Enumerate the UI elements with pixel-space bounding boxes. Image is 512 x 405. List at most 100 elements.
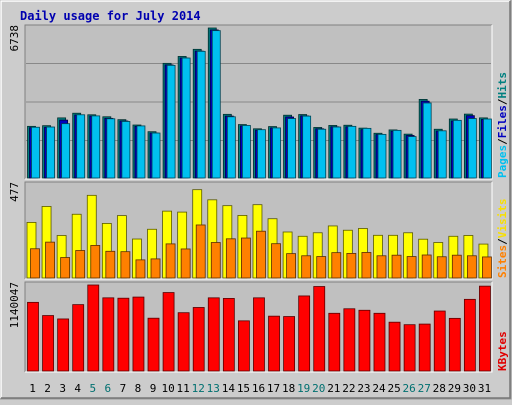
bar-kbytes-day-13 <box>207 297 220 372</box>
x-tick-label-day-17: 17 <box>267 382 280 395</box>
x-tick-label-day-19: 19 <box>297 382 310 395</box>
bar-pages-day-22 <box>347 125 357 179</box>
x-tick-label-day-26: 26 <box>403 382 416 395</box>
bars-visits <box>26 189 492 279</box>
bar-kbytes-day-8 <box>132 296 145 372</box>
bar-pages-day-23 <box>362 127 372 179</box>
legend-entry: Pages <box>496 145 509 178</box>
panel-border-shadow <box>24 24 492 179</box>
chart-title: Daily usage for July 2014 <box>20 9 201 23</box>
bar-sites-day-20 <box>316 256 327 279</box>
bar-kbytes-day-24 <box>373 312 386 372</box>
x-tick-label-day-6: 6 <box>105 382 112 395</box>
x-tick-label-day-12: 12 <box>192 382 205 395</box>
x-tick-label-day-28: 28 <box>433 382 446 395</box>
bar-pages-day-18 <box>287 118 297 179</box>
bar-kbytes-day-27 <box>418 323 431 372</box>
legend-entry: Files <box>496 105 509 138</box>
x-tick-label-day-5: 5 <box>89 382 96 395</box>
bar-sites-day-1 <box>30 248 40 279</box>
legend-hits: Pages/Files/Hits <box>496 72 509 178</box>
bar-kbytes-day-18 <box>283 316 296 372</box>
bar-kbytes-day-26 <box>403 324 416 372</box>
x-tick-label-day-18: 18 <box>282 382 295 395</box>
bar-pages-day-30 <box>467 118 477 179</box>
bar-pages-day-16 <box>257 129 266 179</box>
legend-separator: / <box>496 238 509 245</box>
bar-kbytes-day-19 <box>298 295 311 372</box>
bar-pages-day-31 <box>483 118 492 179</box>
bar-sites-day-28 <box>436 256 447 279</box>
bar-pages-day-3 <box>61 123 71 179</box>
x-tick-label-day-14: 14 <box>222 382 236 395</box>
panel-kbytes: 1140047 KBytes <box>8 281 509 373</box>
x-tick-label-day-20: 20 <box>312 382 325 395</box>
bar-kbytes-day-20 <box>313 286 326 372</box>
bar-sites-day-17 <box>271 243 281 279</box>
legend-entry: Hits <box>496 72 509 99</box>
bar-sites-day-22 <box>346 253 357 279</box>
x-tick-label-day-11: 11 <box>177 382 190 395</box>
bar-sites-day-25 <box>391 254 402 279</box>
bar-kbytes-day-2 <box>42 315 54 372</box>
bar-kbytes-day-23 <box>358 309 371 372</box>
bar-kbytes-day-29 <box>448 317 461 372</box>
x-tick-label-day-23: 23 <box>357 382 370 395</box>
panel-border-highlight <box>25 25 493 180</box>
bar-sites-day-8 <box>135 259 146 279</box>
bar-sites-day-18 <box>286 253 297 279</box>
x-tick-label-day-30: 30 <box>463 382 476 395</box>
bar-pages-day-15 <box>241 125 251 179</box>
bar-kbytes-day-4 <box>72 304 85 372</box>
legend-visits: Sites/Visits <box>496 199 509 279</box>
bar-sites-day-16 <box>256 230 266 279</box>
x-tick-label-day-4: 4 <box>74 382 81 395</box>
bar-pages-day-29 <box>452 119 462 179</box>
panel-border-shadow <box>24 281 492 372</box>
panel-border-highlight <box>25 282 493 373</box>
bar-kbytes-day-15 <box>237 320 250 372</box>
bar-kbytes-day-11 <box>177 312 190 372</box>
x-tick-label-day-29: 29 <box>448 382 461 395</box>
frame-shadow <box>1 1 511 399</box>
x-tick-label-day-13: 13 <box>207 382 220 395</box>
bar-pages-day-11 <box>181 57 191 179</box>
bar-pages-day-10 <box>166 64 176 179</box>
bar-pages-day-20 <box>317 128 327 179</box>
bar-kbytes-day-9 <box>147 317 160 372</box>
bar-pages-day-6 <box>106 118 116 179</box>
legend-entry: Visits <box>496 199 509 239</box>
bar-sites-day-15 <box>240 237 251 279</box>
x-tick-label-day-3: 3 <box>59 382 66 395</box>
bar-pages-day-26 <box>407 136 417 179</box>
bar-sites-day-29 <box>451 254 462 279</box>
bar-kbytes-day-12 <box>192 307 205 372</box>
bar-sites-day-24 <box>376 255 387 279</box>
legend-kbytes: KBytes <box>496 331 509 371</box>
chart-panels: 6738Pages/Files/Hits477Sites/Visits11400… <box>8 24 509 373</box>
bar-pages-day-8 <box>136 125 146 179</box>
bar-pages-day-2 <box>46 126 55 179</box>
bar-kbytes-day-31 <box>479 285 491 372</box>
bar-sites-day-27 <box>421 254 432 279</box>
bar-pages-day-5 <box>91 115 101 179</box>
x-axis: 1 2 3 4 5 6 7 8 9 10 11 12 13 14 15 16 17 18 19 20 21 22 23 24 2… <box>29 382 491 395</box>
bar-kbytes-day-10 <box>162 292 175 372</box>
bar-sites-day-9 <box>150 258 161 279</box>
bar-sites-day-11 <box>180 248 191 279</box>
x-tick-label-day-1: 1 <box>29 382 36 395</box>
bar-kbytes-day-7 <box>117 297 130 372</box>
x-tick-label-day-22: 22 <box>342 382 355 395</box>
legend-entry: Sites <box>496 245 509 278</box>
x-tick-label-day-9: 9 <box>150 382 157 395</box>
x-tick-label-day-2: 2 <box>44 382 51 395</box>
x-tick-label-day-8: 8 <box>135 382 142 395</box>
frame-highlight <box>0 0 510 398</box>
x-tick-label-day-16: 16 <box>252 382 265 395</box>
bars-hits <box>27 27 492 179</box>
bar-sites-day-4 <box>75 250 86 279</box>
bar-sites-day-13 <box>210 242 221 279</box>
